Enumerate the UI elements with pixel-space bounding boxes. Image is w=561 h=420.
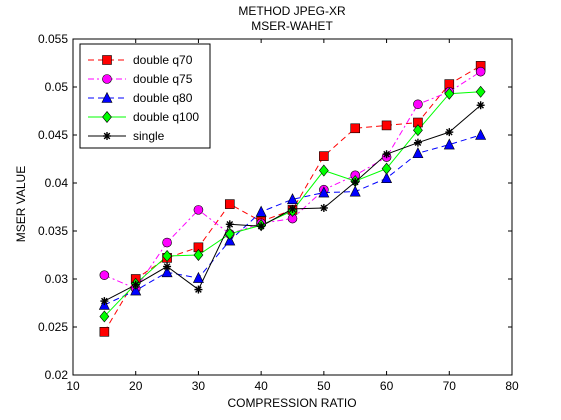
y-tick-label: 0.02	[45, 368, 69, 382]
data-point	[443, 138, 455, 150]
data-point	[319, 151, 329, 161]
legend-label: single	[133, 129, 165, 143]
legend-marker	[102, 55, 112, 65]
y-tick-label: 0.035	[38, 224, 68, 238]
legend: double q70 double q75 double q80 double q10…	[79, 43, 211, 149]
series-markers-double-q80	[98, 128, 487, 310]
data-point	[193, 205, 204, 215]
legend-marker	[102, 111, 112, 123]
data-point	[193, 249, 204, 261]
data-point	[350, 123, 361, 134]
data-point	[287, 193, 298, 205]
data-point	[381, 162, 392, 175]
data-point	[475, 85, 486, 98]
data-point	[130, 284, 142, 296]
star-stroke	[414, 139, 422, 147]
data-point	[445, 128, 454, 137]
legend-box	[79, 43, 211, 149]
star-stroke	[132, 281, 140, 289]
legend-label: double q100	[133, 110, 199, 124]
y-tick-label: 0.05	[45, 80, 69, 94]
data-point	[163, 262, 172, 271]
data-point	[255, 205, 267, 217]
data-point	[194, 285, 203, 294]
data-point	[318, 164, 329, 177]
data-point	[225, 220, 234, 229]
star-stroke	[477, 101, 484, 109]
data-point	[161, 266, 173, 278]
star-stroke	[351, 178, 359, 186]
x-tick-label: 20	[129, 379, 143, 393]
chart-title: METHOD JPEG-XR	[238, 4, 346, 18]
data-point	[224, 234, 236, 246]
data-point	[475, 128, 487, 140]
data-point	[475, 66, 486, 77]
star-stroke	[163, 263, 171, 270]
x-tick-label: 50	[317, 379, 331, 393]
data-point	[476, 101, 485, 110]
data-point	[162, 237, 172, 248]
data-point	[444, 87, 455, 100]
y-tick-label: 0.045	[38, 128, 68, 142]
data-point	[413, 124, 423, 137]
star-stroke	[195, 286, 202, 293]
x-tick-label: 70	[443, 379, 457, 393]
data-point	[381, 120, 392, 131]
axis-ticks: 10 20 30 40 50 60 70 80 0.02 0.025 0.03 0.035 0.04 0.…	[38, 32, 519, 393]
legend-label: double q70	[133, 53, 193, 67]
data-point	[413, 99, 423, 110]
x-tick-label: 10	[66, 379, 80, 393]
x-axis-title: COMPRESSION RATIO	[227, 396, 356, 410]
data-point	[413, 138, 422, 147]
data-point	[351, 178, 360, 187]
y-tick-label: 0.055	[38, 32, 68, 46]
star-stroke	[320, 204, 328, 212]
y-tick-label: 0.03	[45, 272, 69, 286]
data-point	[349, 185, 361, 197]
star-stroke	[103, 132, 111, 140]
data-point	[318, 186, 330, 198]
data-point	[412, 147, 424, 159]
data-point	[381, 172, 393, 183]
y-tick-label: 0.04	[45, 176, 69, 190]
data-point	[257, 222, 266, 231]
star-stroke	[257, 222, 265, 230]
series-layer	[98, 61, 487, 337]
x-tick-label: 30	[192, 379, 206, 393]
data-point	[99, 270, 110, 280]
series-markers-double-q100	[99, 85, 486, 323]
data-point	[100, 297, 109, 306]
series-markers-single	[100, 101, 485, 306]
legend-marker	[102, 74, 112, 84]
x-tick-label: 80	[505, 379, 519, 393]
legend-label: double q75	[133, 72, 193, 86]
legend-marker	[103, 132, 111, 140]
star-stroke	[289, 205, 296, 213]
data-point	[224, 227, 235, 240]
star-stroke	[101, 297, 108, 305]
data-point	[288, 204, 297, 213]
data-point	[382, 150, 391, 159]
data-point	[192, 271, 204, 283]
data-point	[131, 280, 140, 289]
legend-marker	[101, 91, 113, 103]
data-point	[319, 203, 328, 212]
y-axis-title: MSER VALUE	[14, 166, 28, 242]
data-point	[162, 249, 172, 262]
star-stroke	[226, 220, 234, 228]
legend-label: double q80	[133, 91, 193, 105]
star-stroke	[445, 128, 453, 136]
y-tick-label: 0.025	[38, 320, 68, 334]
x-tick-label: 40	[254, 379, 268, 393]
data-point	[224, 199, 235, 209]
chart-subtitle: MSER-WAHET	[251, 19, 333, 33]
data-point	[99, 310, 110, 323]
star-stroke	[383, 150, 390, 158]
x-tick-label: 60	[380, 379, 394, 393]
data-point	[99, 326, 110, 337]
